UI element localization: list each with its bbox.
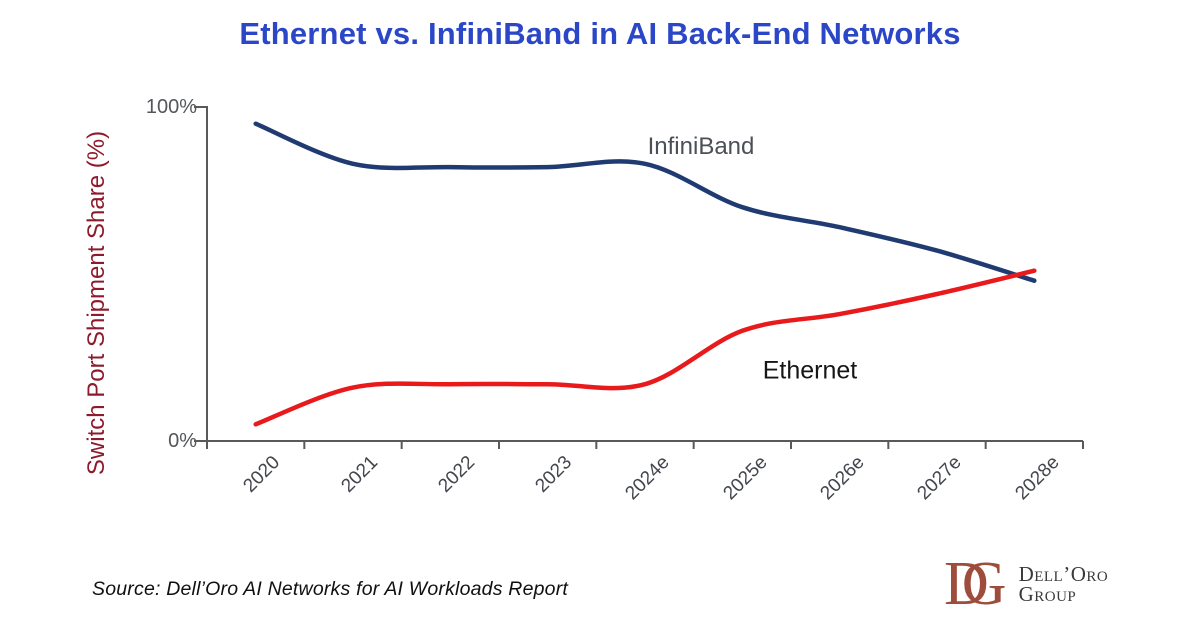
infiniband-series-label: InfiniBand <box>647 133 755 160</box>
ethernet-series-label: Ethernet <box>762 356 858 385</box>
infiniband-line <box>253 121 1037 283</box>
delloro-wordmark: Dell’Oro Group <box>1018 562 1109 606</box>
monogram-letter-d: D <box>944 550 989 618</box>
delloro-monogram-icon: DG <box>944 553 1007 615</box>
y-tick-label-100: 100% <box>145 96 197 118</box>
logo-line1: Dell’Oro <box>1018 562 1109 586</box>
axes <box>194 106 1083 442</box>
source-note: Source: Dell’Oro AI Networks for AI Work… <box>92 578 569 600</box>
logo-line2: Group <box>1018 582 1077 606</box>
ethernet-line <box>253 268 1037 427</box>
x-axis-ticks <box>206 441 1084 449</box>
chart-title: Ethernet vs. InfiniBand in AI Back-End N… <box>239 16 961 51</box>
y-tick-label-0: 0% <box>168 430 197 452</box>
delloro-logo: DG Dell’Oro Group <box>944 553 1109 615</box>
monogram-letter-g: G <box>961 550 1007 618</box>
